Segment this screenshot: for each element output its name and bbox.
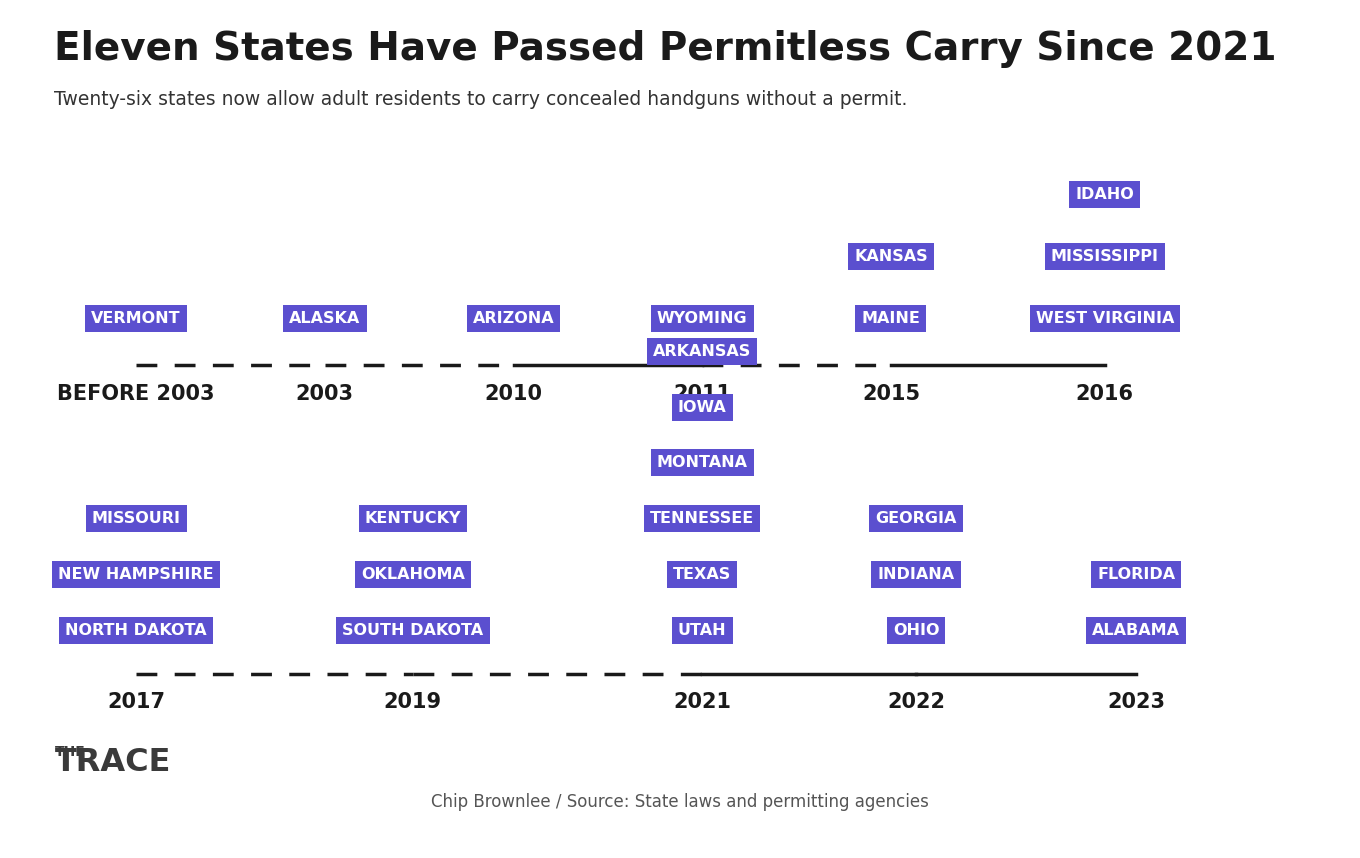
Text: KANSAS: KANSAS xyxy=(854,249,928,264)
Text: WEST VIRGINIA: WEST VIRGINIA xyxy=(1036,311,1174,326)
Text: ARKANSAS: ARKANSAS xyxy=(653,344,751,359)
Text: ALASKA: ALASKA xyxy=(290,311,360,326)
Text: 2022: 2022 xyxy=(887,692,945,712)
Text: TRACE: TRACE xyxy=(54,747,171,778)
Text: THE: THE xyxy=(54,746,86,759)
Text: ARIZONA: ARIZONA xyxy=(473,311,555,326)
Text: INDIANA: INDIANA xyxy=(877,567,955,582)
Text: 2016: 2016 xyxy=(1076,384,1134,403)
Text: TENNESSEE: TENNESSEE xyxy=(650,511,755,526)
Text: Eleven States Have Passed Permitless Carry Since 2021: Eleven States Have Passed Permitless Car… xyxy=(54,30,1277,68)
Text: KENTUCKY: KENTUCKY xyxy=(364,511,461,526)
Text: OHIO: OHIO xyxy=(894,623,940,637)
Text: 2011: 2011 xyxy=(673,384,732,403)
Text: 2023: 2023 xyxy=(1107,692,1166,712)
Text: WYOMING: WYOMING xyxy=(657,311,748,326)
Text: 2017: 2017 xyxy=(107,692,165,712)
Text: FLORIDA: FLORIDA xyxy=(1098,567,1175,582)
Text: OKLAHOMA: OKLAHOMA xyxy=(360,567,465,582)
Text: 2015: 2015 xyxy=(862,384,919,403)
Text: ALABAMA: ALABAMA xyxy=(1092,623,1180,637)
Text: 2019: 2019 xyxy=(384,692,442,712)
Text: VERMONT: VERMONT xyxy=(91,311,181,326)
Text: IDAHO: IDAHO xyxy=(1076,187,1134,202)
Text: NEW HAMPSHIRE: NEW HAMPSHIRE xyxy=(58,567,214,582)
Text: Chip Brownlee / Source: State laws and permitting agencies: Chip Brownlee / Source: State laws and p… xyxy=(431,793,929,811)
Text: GEORGIA: GEORGIA xyxy=(876,511,957,526)
Text: SOUTH DAKOTA: SOUTH DAKOTA xyxy=(343,623,484,637)
Text: MISSOURI: MISSOURI xyxy=(91,511,181,526)
Text: UTAH: UTAH xyxy=(677,623,726,637)
Text: 2003: 2003 xyxy=(296,384,354,403)
Text: MONTANA: MONTANA xyxy=(657,456,748,470)
Text: 2010: 2010 xyxy=(484,384,543,403)
Text: Twenty-six states now allow adult residents to carry concealed handguns without : Twenty-six states now allow adult reside… xyxy=(54,90,907,109)
Text: MISSISSIPPI: MISSISSIPPI xyxy=(1051,249,1159,264)
Text: NORTH DAKOTA: NORTH DAKOTA xyxy=(65,623,207,637)
Text: 2021: 2021 xyxy=(673,692,732,712)
Text: MAINE: MAINE xyxy=(861,311,921,326)
Text: BEFORE 2003: BEFORE 2003 xyxy=(57,384,215,403)
Text: IOWA: IOWA xyxy=(677,400,726,414)
Text: TEXAS: TEXAS xyxy=(673,567,732,582)
